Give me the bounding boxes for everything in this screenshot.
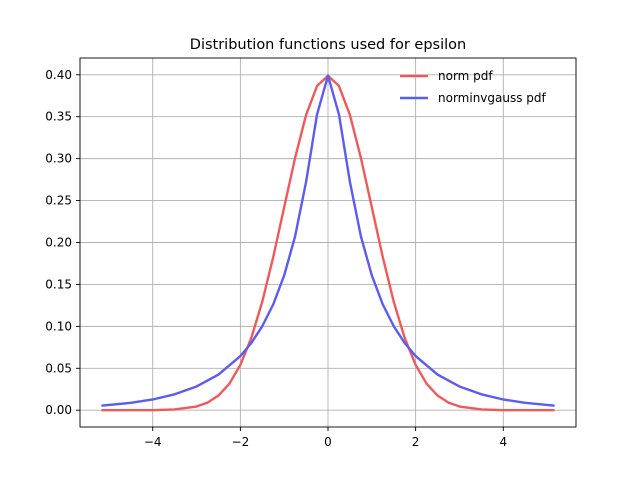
y-tick-label: 0.30 bbox=[45, 152, 72, 166]
y-tick-label: 0.35 bbox=[45, 110, 72, 124]
y-tick-label: 0.10 bbox=[45, 319, 72, 333]
x-tick-label: 0 bbox=[324, 435, 332, 449]
legend-label-norminvgauss: norminvgauss pdf bbox=[438, 91, 547, 105]
y-tick-label: 0.15 bbox=[45, 277, 72, 291]
y-tick-label: 0.25 bbox=[45, 194, 72, 208]
x-tick-label: 4 bbox=[499, 435, 507, 449]
chart-title: Distribution functions used for epsilon bbox=[190, 37, 466, 53]
y-tick-label: 0.20 bbox=[45, 236, 72, 250]
y-tick-label: 0.00 bbox=[45, 403, 72, 417]
x-tick-label: −2 bbox=[232, 435, 250, 449]
y-tick-label: 0.05 bbox=[45, 361, 72, 375]
series-line-norminvgauss bbox=[101, 74, 555, 407]
series-layer bbox=[101, 74, 555, 412]
x-tick-label: −4 bbox=[144, 435, 162, 449]
legend: norm pdf norminvgauss pdf bbox=[400, 69, 547, 105]
y-tick-label: 0.40 bbox=[45, 68, 72, 82]
legend-label-norm: norm pdf bbox=[438, 69, 493, 83]
x-tick-label: 2 bbox=[412, 435, 420, 449]
tick-layer: −4 −2 0 2 4 0.00 0.05 0.10 0.15 0.20 0.25 0.30 0.35 0… bbox=[45, 68, 507, 449]
